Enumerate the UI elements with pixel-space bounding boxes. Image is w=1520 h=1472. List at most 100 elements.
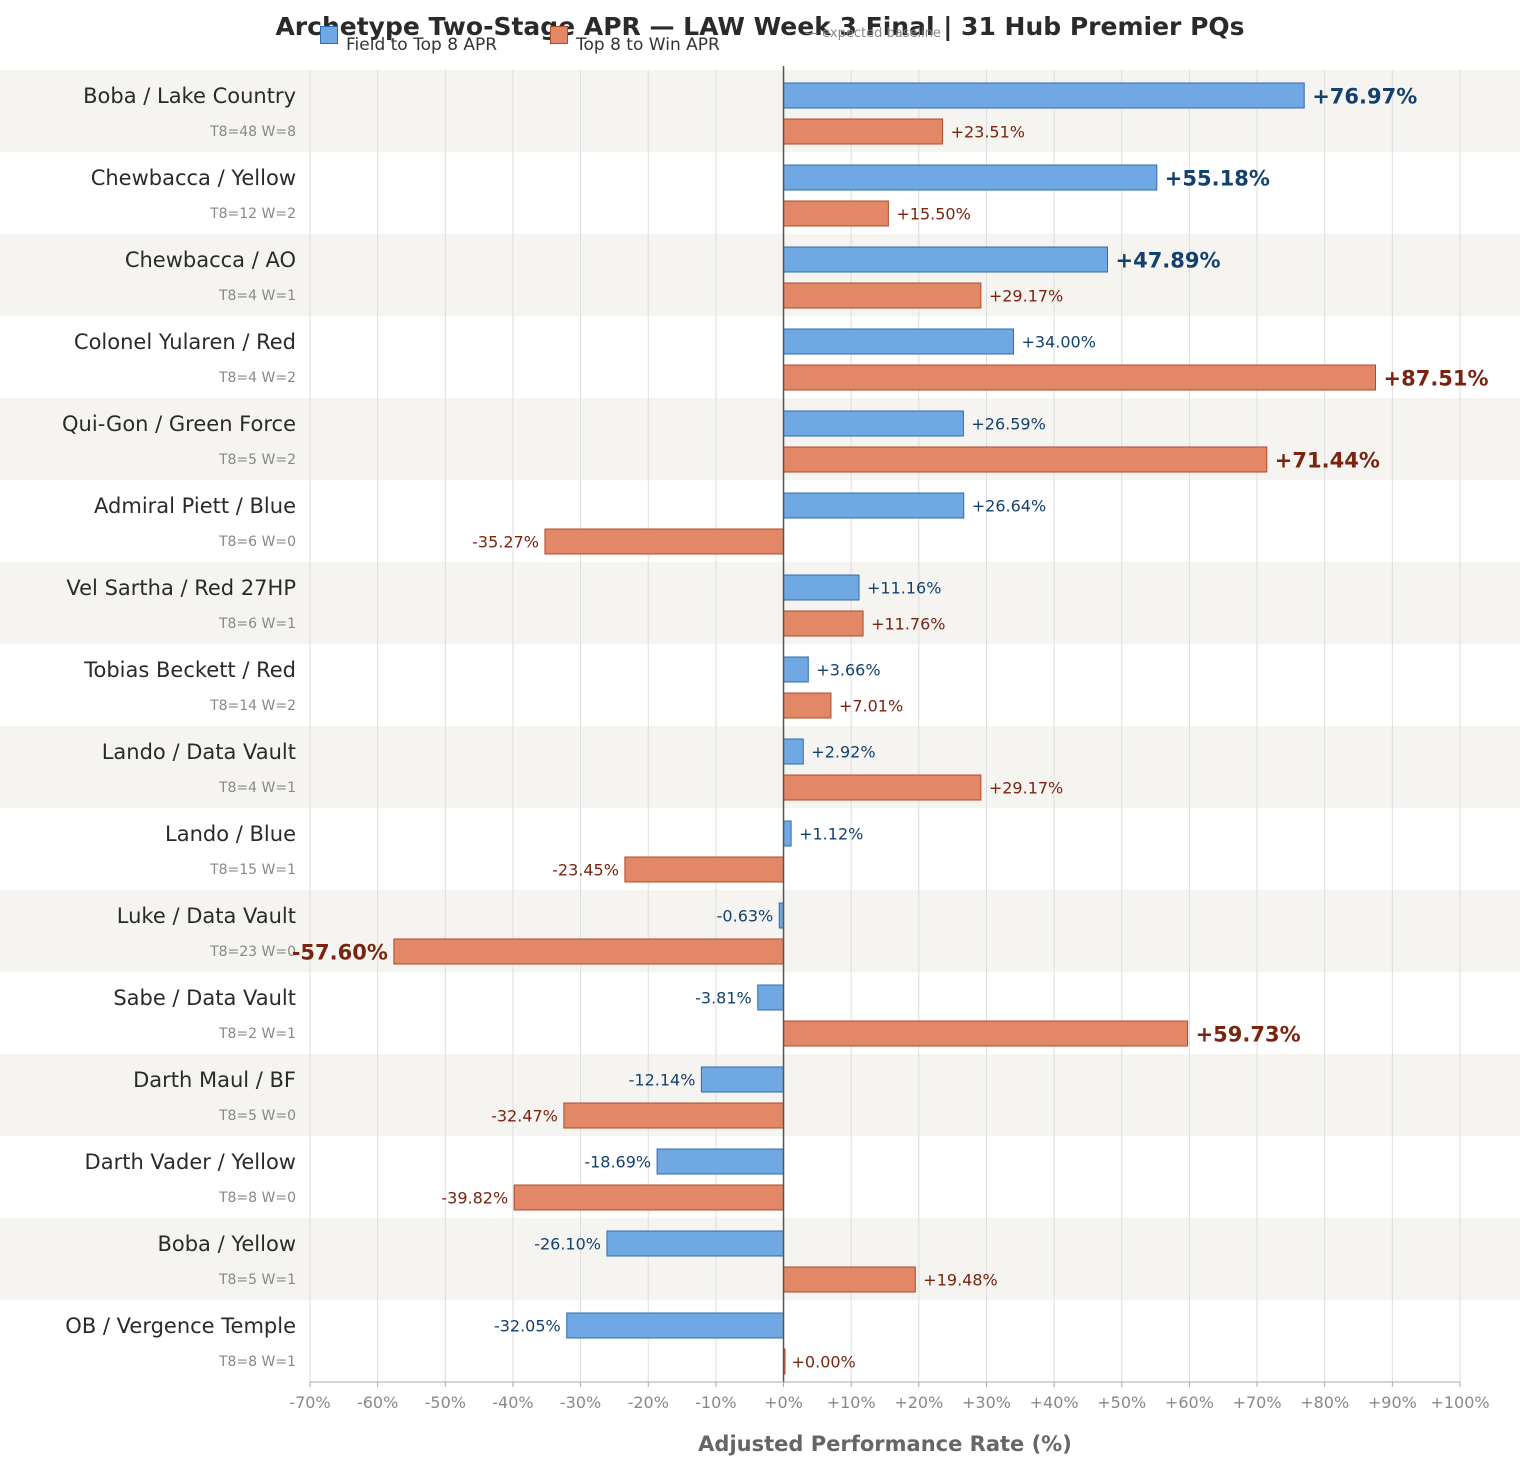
category-label: Lando / Data Vault [102,740,296,764]
data-label-top8-to-win: +87.51% [1384,367,1489,391]
data-label-top8-to-win: +71.44% [1275,449,1380,473]
x-tick-label: -70% [289,1393,330,1412]
bar-top8-to-win [513,1184,785,1211]
x-tick-label: -10% [695,1393,736,1412]
bar-top8-to-win [783,1020,1189,1047]
bar-field-to-top8 [783,574,860,601]
x-axis: -70% -60% -50% -40% -30% -20% -10% +0% +10% +20% +… [289,66,1490,1412]
x-tick-label: -50% [425,1393,466,1412]
category-label: Admiral Piett / Blue [94,494,296,518]
x-tick-label: -40% [492,1393,533,1412]
category-label: OB / Vergence Temple [65,1314,296,1338]
category-sublabel: T8=48 W=8 [209,124,296,140]
x-tick-label: +80% [1300,1393,1349,1412]
bar-top8-to-win [783,610,864,637]
x-tick-label: -60% [357,1393,398,1412]
data-label-top8-to-win: -35.27% [472,533,539,552]
data-label-top8-to-win: +15.50% [896,205,970,224]
data-label-top8-to-win: +7.01% [839,697,903,716]
bar-top8-to-win [783,200,889,227]
bar-field-to-top8 [566,1312,785,1339]
bars [393,82,1377,1375]
data-label-top8-to-win: -32.47% [491,1107,558,1126]
category-sublabel: T8=23 W=0 [209,944,296,960]
bar-field-to-top8 [783,656,809,683]
bar-field-to-top8 [783,328,1015,355]
x-tick-label: -20% [628,1393,669,1412]
category-label: Darth Maul / BF [133,1068,296,1092]
category-sublabel: T8=5 W=0 [218,1108,296,1124]
bar-top8-to-win [783,364,1377,391]
x-tick-label: +50% [1097,1393,1146,1412]
x-tick-label: +90% [1368,1393,1417,1412]
x-tick-label: -30% [560,1393,601,1412]
x-tick-label: +40% [1030,1393,1079,1412]
legend-swatch-top8-to-win [550,26,568,44]
row-band [0,726,1520,808]
category-label: Chewbacca / AO [125,248,296,272]
bar-top8-to-win [624,856,785,883]
data-label-field-to-top8: +3.66% [816,661,880,680]
data-label-top8-to-win: -57.60% [292,941,388,965]
category-sublabel: T8=6 W=0 [218,534,296,550]
legend-baseline-label: — expected baseline [805,26,941,41]
category-label: Boba / Lake Country [83,84,296,108]
data-label-field-to-top8: +26.64% [972,497,1046,516]
bar-top8-to-win [783,774,982,801]
category-label: Luke / Data Vault [117,904,296,928]
category-sublabel: T8=8 W=0 [218,1190,296,1206]
data-label-top8-to-win: +29.17% [989,779,1063,798]
bar-top8-to-win [783,118,944,145]
category-sublabel: T8=8 W=1 [218,1354,296,1370]
data-label-top8-to-win: -39.82% [441,1189,508,1208]
data-label-field-to-top8: +47.89% [1115,249,1220,273]
category-sublabel: T8=5 W=1 [218,1272,296,1288]
row-band [0,234,1520,316]
bar-field-to-top8 [783,82,1305,109]
x-tick-label: +70% [1233,1393,1282,1412]
x-tick-label: +0% [764,1393,803,1412]
labels: Boba / Lake Country T8=48 W=8 Chewbacca / … [62,84,1489,1372]
bar-top8-to-win [783,282,982,309]
chart-title: Archetype Two-Stage APR — LAW Week 3 Fin… [275,12,1245,41]
bar-top8-to-win [563,1102,785,1129]
data-label-top8-to-win: +19.48% [923,1271,997,1290]
category-sublabel: T8=15 W=1 [209,862,296,878]
bar-field-to-top8 [656,1148,785,1175]
row-bands [0,70,1520,1300]
category-label: Vel Sartha / Red 27HP [66,576,296,600]
data-label-field-to-top8: +1.12% [799,825,863,844]
legend-label-top8-to-win: Top 8 to Win APR [576,35,720,55]
data-label-top8-to-win: -23.45% [552,861,619,880]
category-label: Darth Vader / Yellow [85,1150,296,1174]
category-label: Qui-Gon / Green Force [62,412,296,436]
category-label: Tobias Beckett / Red [83,658,296,682]
category-sublabel: T8=14 W=2 [209,698,296,714]
data-label-field-to-top8: -32.05% [494,1317,561,1336]
bar-field-to-top8 [783,410,964,437]
bar-field-to-top8 [606,1230,785,1257]
bar-top8-to-win [783,446,1268,473]
data-label-field-to-top8: -3.81% [695,989,752,1008]
bar-field-to-top8 [783,164,1158,191]
category-label: Chewbacca / Yellow [91,166,296,190]
x-tick-label: +30% [962,1393,1011,1412]
data-label-field-to-top8: +76.97% [1312,85,1417,109]
data-label-field-to-top8: -12.14% [629,1071,696,1090]
category-sublabel: T8=4 W=1 [218,780,296,796]
category-sublabel: T8=5 W=2 [218,452,296,468]
bar-top8-to-win [783,692,832,719]
x-axis-label: Adjusted Performance Rate (%) [698,1432,1072,1456]
data-label-field-to-top8: +34.00% [1022,333,1096,352]
bar-top8-to-win [544,528,785,555]
bar-field-to-top8 [783,820,792,847]
category-sublabel: T8=4 W=1 [218,288,296,304]
category-label: Lando / Blue [165,822,296,846]
x-tick-label: +20% [894,1393,943,1412]
x-tick-label: +60% [1165,1393,1214,1412]
category-sublabel: T8=6 W=1 [218,616,296,632]
category-label: Boba / Yellow [157,1232,296,1256]
bar-top8-to-win [393,938,785,965]
bar-field-to-top8 [783,246,1108,273]
category-sublabel: T8=4 W=2 [218,370,296,386]
